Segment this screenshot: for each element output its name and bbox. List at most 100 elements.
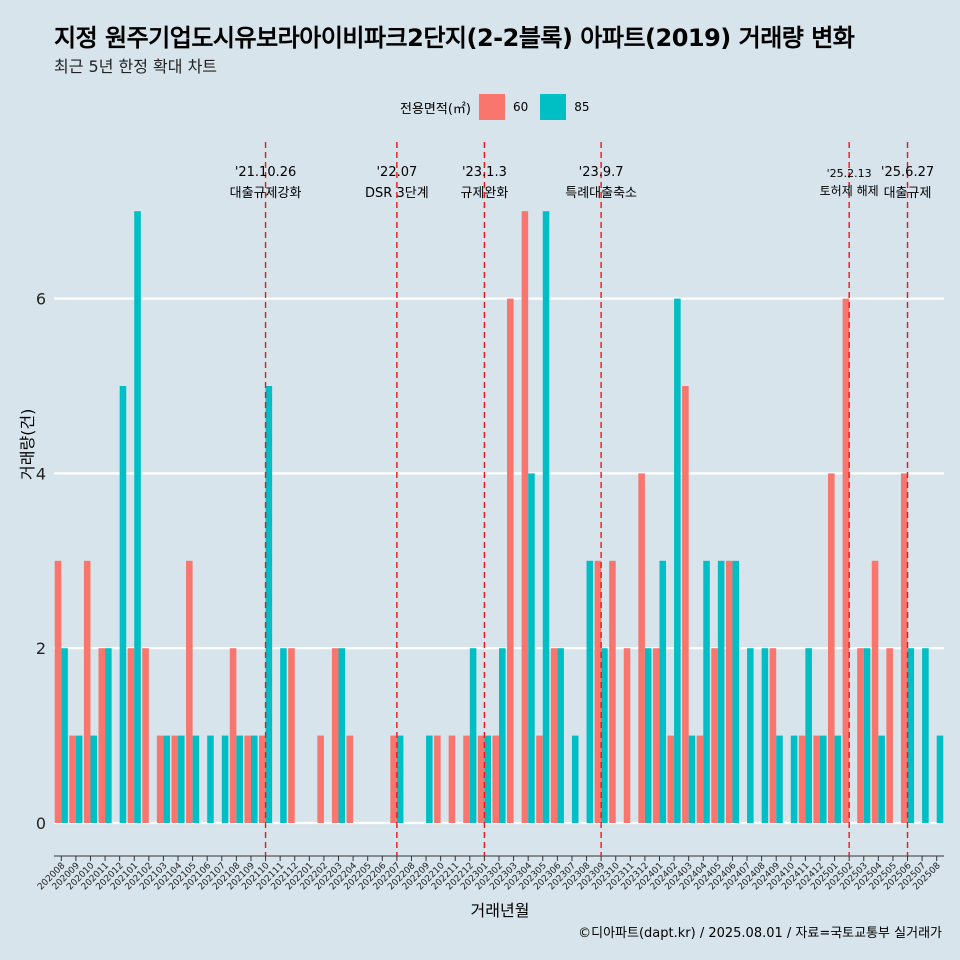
bar-85-202012 [119, 386, 127, 823]
bar-60-202108 [229, 648, 237, 823]
legend-label-60: 60 [512, 100, 529, 114]
bar-85-202109 [250, 735, 258, 823]
bar-60-202309 [594, 560, 602, 823]
y-tick-label: 0 [36, 814, 46, 833]
event-date-202110: '21.10.26 [235, 165, 296, 180]
bar-60-202204 [346, 735, 354, 823]
chart-subtitle: 최근 5년 한정 확대 차트 [54, 57, 218, 76]
event-label-202207: DSR 3단계 [365, 186, 429, 201]
bar-85-202406 [732, 560, 740, 823]
bar-60-202203 [331, 648, 339, 823]
legend-swatch-85 [540, 94, 567, 120]
bar-85-202308 [586, 560, 594, 823]
bar-85-202110 [265, 386, 273, 823]
y-tick-label: 2 [36, 639, 46, 658]
bar-85-202111 [280, 648, 287, 823]
bar-85-202009 [75, 735, 83, 823]
event-date-202207: '22.07 [376, 165, 417, 180]
bar-60-202401 [652, 648, 660, 823]
bar-60-202101 [127, 648, 135, 823]
bar-85-202403 [688, 735, 696, 823]
source-caption: ©디아파트(dapt.kr) / 2025.08.01 / 자료=국토교통부 실… [578, 926, 942, 941]
bar-85-202106 [207, 735, 214, 823]
event-date-202301: '23.1.3 [462, 165, 507, 180]
bar-85-202301 [484, 735, 491, 823]
legend-title: 전용면적(㎡) [400, 101, 471, 117]
bar-85-202101 [134, 211, 141, 823]
bar-60-202202 [317, 735, 324, 823]
bar-60-202412 [813, 735, 820, 823]
event-label-202309: 특례대출축소 [565, 186, 637, 201]
bar-60-202312 [638, 473, 645, 823]
bar-60-202409 [769, 648, 777, 823]
bar-85-202412 [819, 735, 827, 823]
bar-85-202011 [105, 648, 112, 823]
bar-85-202504 [878, 735, 885, 823]
bar-60-202504 [871, 560, 879, 823]
bar-60-202502 [842, 298, 850, 824]
bar-60-202009 [69, 735, 76, 823]
event-label-202110: 대출규제강화 [230, 186, 302, 201]
bar-60-202405 [711, 648, 718, 823]
bar-85-202307 [571, 735, 579, 823]
bar-85-202503 [863, 648, 871, 823]
bar-60-202112 [288, 648, 295, 823]
event-label-202502: 토허제 해제 [820, 184, 879, 198]
bar-85-202507 [922, 648, 929, 823]
bar-85-202508 [936, 735, 944, 823]
bar-60-202404 [696, 735, 704, 823]
bar-60-202506 [900, 473, 908, 823]
bar-85-202304 [528, 473, 535, 823]
bar-60-202104 [171, 735, 179, 823]
bar-85-202104 [178, 735, 185, 823]
event-label-202301: 규제완화 [460, 186, 508, 201]
legend: 전용면적(㎡) 60 85 [400, 93, 602, 121]
bar-60-202403 [682, 386, 689, 823]
bar-85-202108 [236, 735, 243, 823]
bar-85-202309 [601, 648, 608, 823]
bar-60-202212 [463, 735, 470, 823]
bar-60-202211 [448, 735, 456, 823]
bar-60-202102 [142, 648, 149, 823]
bar-85-202008 [61, 648, 68, 823]
bar-60-202110 [258, 735, 266, 823]
bar-85-202404 [703, 560, 710, 823]
bar-60-202105 [186, 560, 193, 823]
chart-title: 지정 원주기업도시유보라아이비파크2단지(2-2블록) 아파트(2019) 거래… [54, 24, 855, 52]
bar-60-202501 [828, 473, 835, 823]
bar-85-202401 [659, 560, 667, 823]
event-date-202502: '25.2.13 [827, 167, 872, 180]
bar-85-202409 [776, 735, 783, 823]
bar-85-202010 [90, 735, 98, 823]
bar-85-202405 [717, 560, 725, 823]
bar-60-202311 [623, 648, 631, 823]
bar-85-202103 [163, 735, 170, 823]
bar-60-202301 [477, 735, 485, 823]
bar-60-202109 [244, 735, 251, 823]
bar-85-202203 [338, 648, 346, 823]
bar-85-202410 [790, 735, 798, 823]
bar-60-202310 [609, 560, 616, 823]
legend-swatch-60 [478, 94, 505, 120]
bar-85-202506 [907, 648, 915, 823]
bar-85-202306 [557, 648, 564, 823]
bar-85-202107 [221, 735, 229, 823]
bar-85-202209 [426, 735, 433, 823]
x-axis-label: 거래년월 [470, 901, 530, 920]
event-date-202506: '25.6.27 [881, 165, 934, 180]
event-date-202309: '23.9.7 [579, 165, 624, 180]
bar-60-202011 [98, 648, 106, 823]
bar-85-202302 [499, 648, 506, 823]
bar-85-202402 [674, 298, 681, 824]
bar-60-202010 [83, 560, 91, 823]
bar-60-202210 [434, 735, 441, 823]
bar-60-202503 [857, 648, 864, 823]
bar-60-202103 [156, 735, 164, 823]
legend-label-85: 85 [574, 100, 590, 114]
bar-60-202304 [521, 211, 529, 823]
bar-85-202407 [747, 648, 754, 823]
bar-85-202411 [805, 648, 812, 823]
bar-60-202411 [798, 735, 806, 823]
bar-85-202501 [834, 735, 842, 823]
